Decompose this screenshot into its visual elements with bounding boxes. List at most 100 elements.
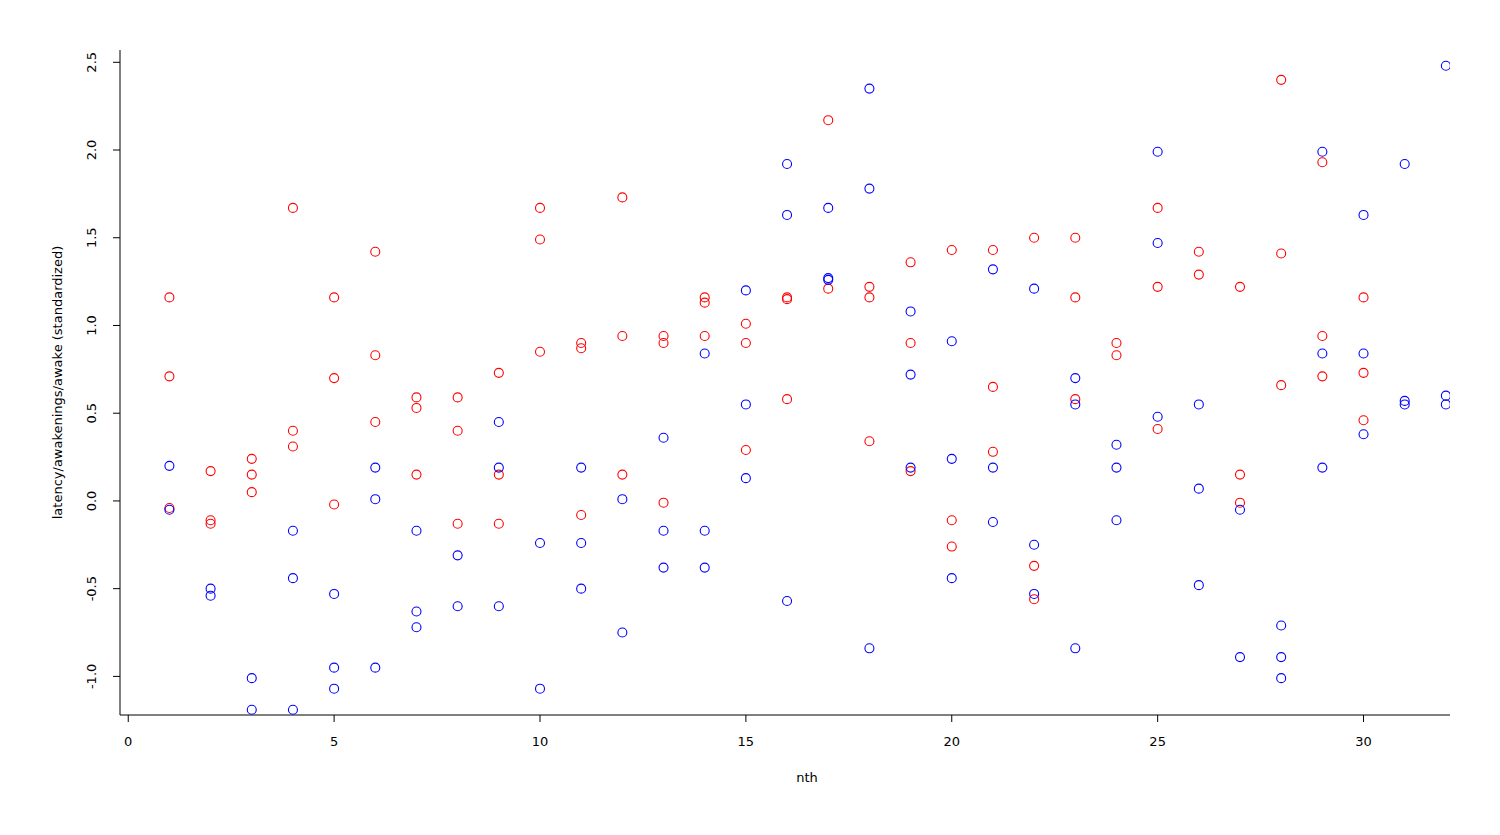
point [824,203,833,212]
point [1359,430,1368,439]
point [371,351,380,360]
point [947,542,956,551]
y-tick [113,413,120,414]
point [1153,239,1162,248]
series [165,75,1368,603]
point [412,393,421,402]
point [741,400,750,409]
point [783,295,792,304]
point [700,298,709,307]
point [618,193,627,202]
point [1153,282,1162,291]
point [247,488,256,497]
point [1359,293,1368,302]
x-tick [128,715,129,722]
point [700,349,709,358]
x-tick-label: 15 [738,734,755,749]
point [247,705,256,714]
point [1236,505,1245,514]
y-tick-label: -1.0 [84,664,99,689]
point [371,247,380,256]
point [453,393,462,402]
point [1071,374,1080,383]
y-tick [113,325,120,326]
point [330,589,339,598]
point [1030,540,1039,549]
point [618,332,627,341]
point [659,433,668,442]
point [700,563,709,572]
point [741,446,750,455]
point [577,463,586,472]
point [1194,400,1203,409]
point [906,370,915,379]
point [494,368,503,377]
point [288,526,297,535]
point [1277,674,1286,683]
y-tick [113,500,120,501]
point [618,628,627,637]
y-tick-label: 0.0 [84,491,99,512]
x-tick-label: 10 [532,734,549,749]
point [165,372,174,381]
point [247,470,256,479]
point [330,663,339,672]
point [1318,463,1327,472]
point [577,539,586,548]
point [741,286,750,295]
point [906,307,915,316]
point [988,463,997,472]
points [165,61,1450,714]
point [288,442,297,451]
point [783,395,792,404]
point [659,498,668,507]
point [1071,395,1080,404]
point [494,519,503,528]
point [1359,416,1368,425]
point [330,500,339,509]
point [906,463,915,472]
point [577,584,586,593]
point [1236,470,1245,479]
point [1194,247,1203,256]
x-tick-label: 20 [943,734,960,749]
point [494,602,503,611]
point [618,470,627,479]
point [288,705,297,714]
point [165,293,174,302]
point [1194,581,1203,590]
point [536,235,545,244]
point [1071,233,1080,242]
y-tick-label: 2.5 [84,52,99,73]
point [988,265,997,274]
y-tick-label: 1.5 [84,227,99,248]
point [1112,516,1121,525]
x-tick-label: 0 [124,734,132,749]
point [494,417,503,426]
x-tick-label: 25 [1149,734,1166,749]
x-tick [745,715,746,722]
point [288,203,297,212]
point [412,623,421,632]
point [1030,233,1039,242]
point [412,526,421,535]
point [1071,400,1080,409]
point [1236,282,1245,291]
point [206,467,215,476]
point [412,470,421,479]
point [412,403,421,412]
y-tick [113,676,120,677]
point [947,246,956,255]
point [371,463,380,472]
point [1359,368,1368,377]
y-tick-label: 1.0 [84,315,99,336]
point [906,339,915,348]
point [453,426,462,435]
point [536,347,545,356]
point [865,184,874,193]
point [783,210,792,219]
point [1194,484,1203,493]
x-axis-label: nth [796,770,818,785]
point [783,160,792,169]
point [1277,653,1286,662]
